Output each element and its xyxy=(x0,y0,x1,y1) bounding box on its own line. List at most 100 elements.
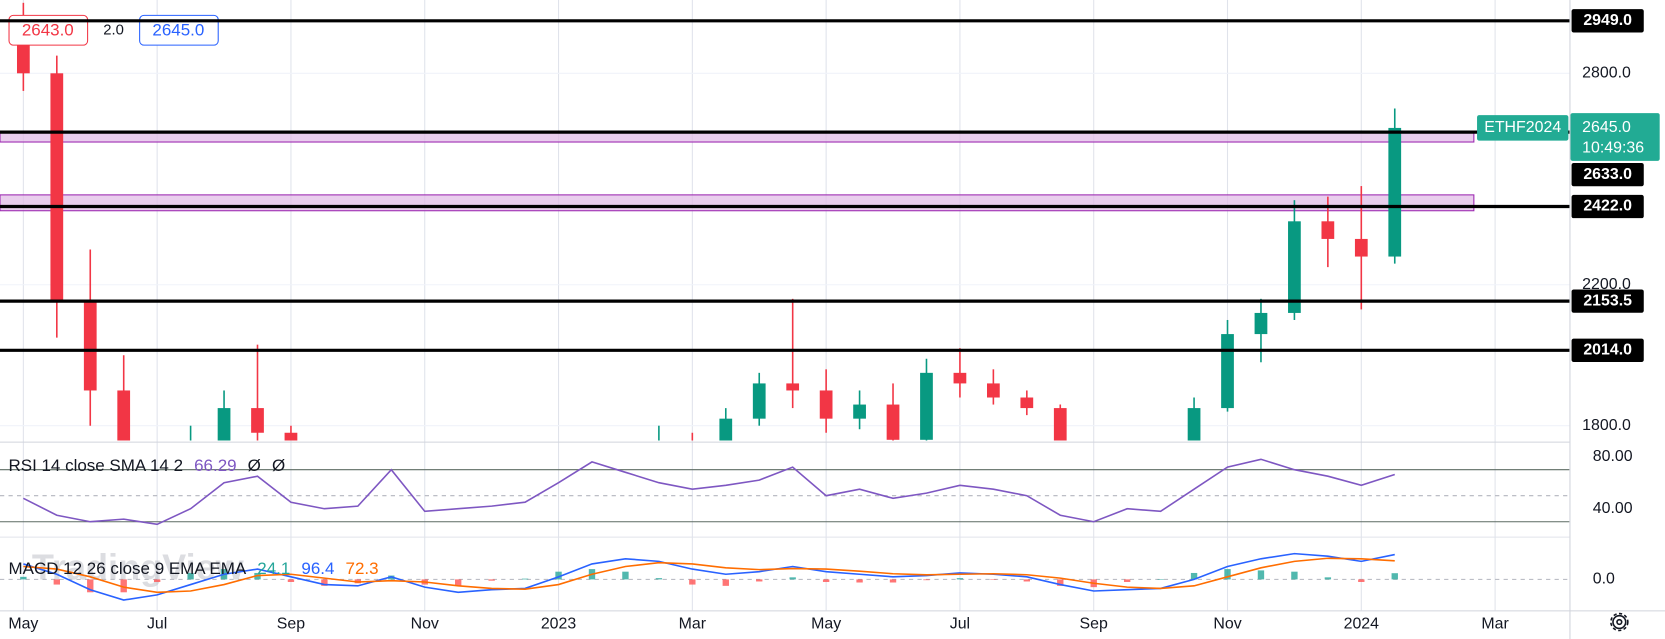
symbol-tag xyxy=(1477,115,1569,141)
macd-histogram-bar xyxy=(1123,579,1131,582)
macd-histogram-bar xyxy=(555,571,562,580)
bid-price[interactable]: 2643.0 xyxy=(22,20,74,39)
macd-histogram-bar xyxy=(1291,571,1298,580)
x-tick-label: Nov xyxy=(411,615,439,632)
x-tick-label: May xyxy=(811,615,841,632)
macd-histogram-bar xyxy=(1324,577,1332,580)
last-price: 2645.0 xyxy=(1582,119,1631,136)
candle-body xyxy=(1221,334,1234,409)
ask-price[interactable]: 2645.0 xyxy=(152,20,204,39)
macd-histogram-bar xyxy=(1358,579,1365,582)
settings-button[interactable] xyxy=(1610,612,1629,632)
level-label-box xyxy=(1571,9,1644,33)
candle-body xyxy=(16,38,30,74)
quote-panel: 2643.0 2.0 2645.0 xyxy=(8,14,219,46)
candle-body xyxy=(117,390,131,441)
macd-histogram-bar xyxy=(287,579,295,582)
x-tick-label: Jul xyxy=(950,615,970,632)
candle-body xyxy=(83,302,97,391)
level-label: 2422.0 xyxy=(1583,198,1632,215)
y-tick-label: 1800.0 xyxy=(1582,417,1631,434)
level-label-box xyxy=(1571,289,1644,313)
level-label: 2633.0 xyxy=(1583,166,1632,183)
macd-histogram-bar xyxy=(1190,572,1198,580)
macd-value: 96.4 xyxy=(301,559,334,578)
x-tick-label: Mar xyxy=(679,615,707,632)
candle-body xyxy=(1187,408,1201,441)
candle-body xyxy=(1354,238,1368,257)
macd-histogram-bar xyxy=(488,579,495,581)
level-label: 2153.5 xyxy=(1583,292,1632,309)
spread: 2.0 xyxy=(103,23,124,39)
macd-histogram-bar xyxy=(321,579,328,586)
price-tag xyxy=(1570,113,1660,161)
rsi-sma-value: Ø xyxy=(248,457,261,476)
x-tick-label: Sep xyxy=(1080,615,1108,632)
candle-body xyxy=(1020,397,1034,409)
rsi-legend: RSI 14 close SMA 14 2 66.29 Ø Ø xyxy=(8,457,285,476)
gear-teeth[interactable] xyxy=(1610,612,1629,632)
axes: May Jul Sep Nov 2023 Mar May Jul Sep Nov 2024 Mar 28… xyxy=(8,65,1632,633)
x-tick-label: Nov xyxy=(1213,615,1241,632)
y-tick-label: 80.00 xyxy=(1593,448,1633,465)
macd-histogram-bar xyxy=(689,579,696,585)
rsi-value: 66.29 xyxy=(194,457,236,476)
watermark: TradingView xyxy=(32,547,245,588)
macd-histogram-bar xyxy=(187,572,194,580)
x-tick-label: May xyxy=(8,615,38,632)
candle-body xyxy=(217,408,231,441)
macd-histogram-bar xyxy=(789,577,796,580)
symbol-label: ETHF2024 xyxy=(1484,119,1561,136)
macd-histogram-bar xyxy=(521,578,529,580)
gear-hole[interactable] xyxy=(1616,618,1623,626)
level-label-box xyxy=(1571,162,1644,187)
x-tick-label: 2023 xyxy=(541,615,577,632)
rsi-line xyxy=(23,458,1396,526)
macd-signal-value: 72.3 xyxy=(346,559,379,578)
candle-body xyxy=(1388,127,1402,257)
signal-line xyxy=(23,557,1395,594)
macd-legend: MACD 12 26 close 9 EMA EMA 24.1 96.4 72.… xyxy=(8,559,378,578)
macd-histogram-bar xyxy=(1391,573,1398,580)
candle-body xyxy=(786,383,800,391)
macd-histogram-bar xyxy=(1257,570,1265,580)
candle-body xyxy=(819,390,833,419)
y-tick-label: 2800.0 xyxy=(1582,65,1631,82)
level-label: 2949.0 xyxy=(1583,12,1632,29)
y-tick-label: 2200.0 xyxy=(1582,276,1631,293)
gear-body[interactable] xyxy=(1612,614,1627,630)
macd-histogram-bar xyxy=(822,579,830,582)
buy-button[interactable] xyxy=(139,14,219,46)
macd-line xyxy=(23,552,1395,601)
macd-histogram-bar xyxy=(53,579,60,585)
macd-histogram-bar xyxy=(990,579,997,580)
macd-hist-value: 24.1 xyxy=(257,559,290,578)
macd-histogram-bar xyxy=(455,579,462,586)
macd-histogram-bar xyxy=(87,579,94,593)
macd-histogram-bar xyxy=(1057,579,1064,586)
macd-histogram-bar xyxy=(120,579,127,593)
rsi-pane xyxy=(0,458,1570,526)
x-tick-label: Jul xyxy=(147,615,167,632)
candle-body xyxy=(50,73,64,303)
candle-body xyxy=(853,404,866,419)
grid xyxy=(0,0,1570,611)
candle-body xyxy=(719,418,733,441)
x-tick-label: Mar xyxy=(1481,615,1509,632)
y-tick-label: 40.00 xyxy=(1593,500,1633,517)
sell-button[interactable] xyxy=(8,14,89,46)
macd-histogram-bar xyxy=(923,579,930,581)
macd-title: MACD 12 26 close 9 EMA EMA xyxy=(8,559,246,578)
macd-histogram-bar xyxy=(1023,579,1031,582)
x-tick-label: 2024 xyxy=(1344,615,1380,632)
candle-body xyxy=(1321,221,1335,239)
macd-histogram-bar xyxy=(756,579,763,582)
candle-body xyxy=(987,383,1000,398)
candle-body xyxy=(1053,408,1067,441)
rsi-title: RSI 14 close SMA 14 2 xyxy=(8,457,183,476)
macd-histogram-bar xyxy=(655,578,663,580)
x-tick-label: Sep xyxy=(277,615,305,632)
